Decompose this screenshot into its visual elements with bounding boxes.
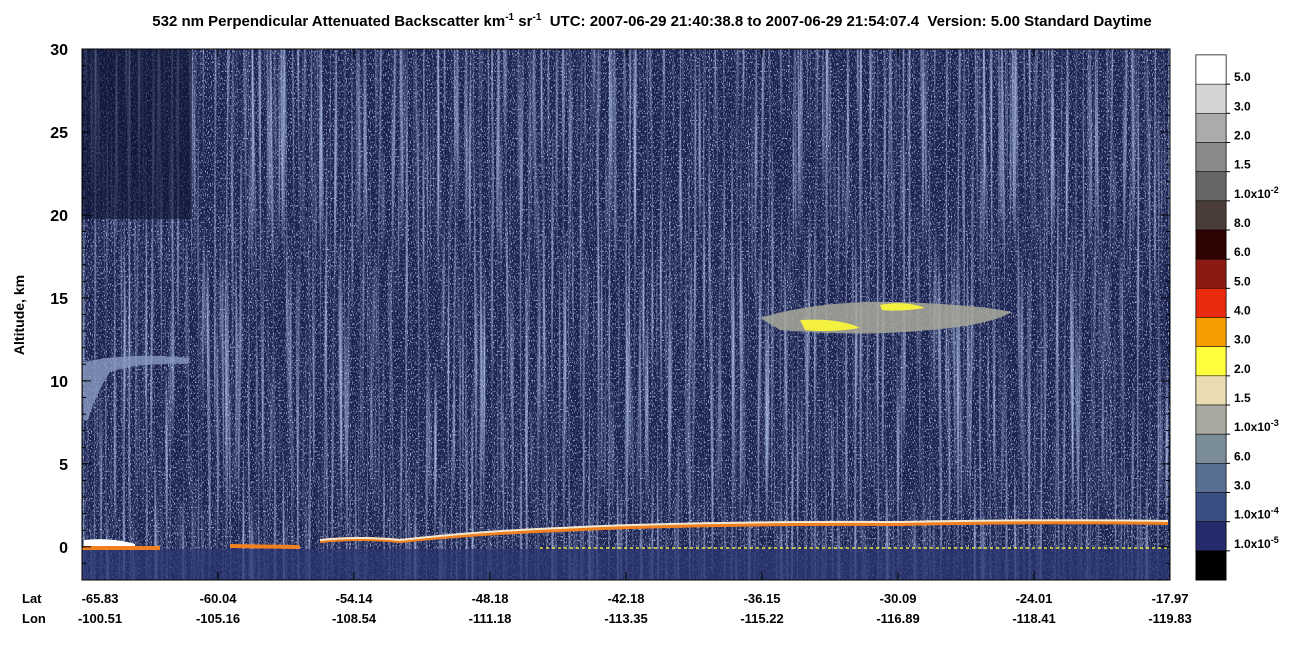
colorbar-swatch	[1195, 521, 1227, 552]
colorbar-label: 3.0	[1234, 99, 1251, 113]
y-tick-label: 25	[50, 125, 68, 142]
colorbar-label: 1.0x10-3	[1234, 418, 1279, 434]
dark-region	[82, 49, 192, 219]
chart-title: 532 nm Perpendicular Attenuated Backscat…	[152, 12, 1151, 30]
x-tick-label: -30.09	[880, 591, 917, 606]
colorbar-label: 1.5	[1234, 158, 1251, 172]
colorbar-swatch	[1195, 463, 1227, 493]
colorbar-label: 6.0	[1234, 449, 1251, 463]
x-tick-label: -115.22	[740, 611, 783, 626]
colorbar-swatch	[1195, 550, 1227, 581]
x-tick-label: -105.16	[196, 611, 240, 626]
colorbar-label: 6.0	[1234, 245, 1251, 259]
colorbar-label-mantissa: 2.0	[1234, 129, 1251, 143]
colorbar-label: 5.0	[1234, 70, 1251, 84]
curtain-image	[82, 49, 1170, 580]
colorbar-swatch	[1195, 54, 1227, 85]
cloud-core	[800, 319, 860, 332]
x-tick-label: -113.35	[604, 611, 647, 626]
colorbar-label-exponent: -3	[1271, 418, 1279, 428]
colorbar-label: 3.0	[1234, 479, 1251, 493]
y-tick-label: 15	[50, 291, 68, 308]
colorbar-swatch	[1195, 142, 1227, 172]
x-tick-label: -119.83	[1148, 611, 1191, 626]
x-tick-label: -17.97	[1152, 591, 1189, 606]
x-tick-label: -48.18	[472, 591, 509, 606]
colorbar-label: 2.0	[1234, 362, 1251, 376]
cloud	[84, 355, 190, 420]
title-superscript: -1	[532, 12, 541, 23]
colorbar-label-mantissa: 5.0	[1234, 70, 1251, 84]
colorbar-label-mantissa: 2.0	[1234, 362, 1251, 376]
colorbar-swatch	[1195, 171, 1227, 202]
colorbar-label-mantissa: 1.0x10	[1234, 187, 1271, 201]
y-tick-label: 5	[59, 457, 68, 474]
surface-layer	[319, 519, 1169, 542]
x-tick-label: -108.54	[332, 611, 377, 626]
colorbar-label: 2.0	[1234, 129, 1251, 143]
colorbar-label-mantissa: 1.0x10	[1234, 508, 1271, 522]
colorbar-label-exponent: -4	[1271, 506, 1279, 516]
title-text: sr	[514, 13, 533, 30]
colorbar-label-mantissa: 3.0	[1234, 333, 1251, 347]
x-tick-label: -24.01	[1016, 591, 1053, 606]
y-tick-label: 0	[59, 540, 68, 557]
colorbar-swatch	[1195, 346, 1227, 377]
colorbar-swatch	[1195, 317, 1227, 347]
colorbar-label-mantissa: 4.0	[1234, 304, 1251, 318]
cloud-core	[880, 303, 925, 311]
colorbar-label-mantissa: 6.0	[1234, 449, 1251, 463]
colorbar-swatch	[1195, 375, 1227, 406]
y-tick-label: 10	[50, 374, 68, 391]
colorbar-label-mantissa: 3.0	[1234, 99, 1251, 113]
colorbar-label-exponent: -5	[1271, 535, 1279, 545]
x-tick-label: -60.04	[200, 591, 238, 606]
colorbar-swatch	[1195, 113, 1227, 143]
colorbar-label-mantissa: 1.0x10	[1234, 537, 1271, 551]
x-tick-label: -100.51	[78, 611, 122, 626]
colorbar-label-mantissa: 3.0	[1234, 479, 1251, 493]
x-tick-label: -65.83	[82, 591, 119, 606]
colorbar-label-mantissa: 6.0	[1234, 245, 1251, 259]
x-row-label: Lon	[22, 611, 46, 626]
title-text: 532 nm Perpendicular Attenuated Backscat…	[152, 13, 505, 30]
title-superscript: -1	[505, 12, 514, 23]
colorbar-swatch	[1195, 288, 1227, 318]
colorbar-label-mantissa: 1.0x10	[1234, 420, 1271, 434]
colorbar-label: 1.0x10-4	[1234, 506, 1279, 522]
y-axis-label: Altitude, km	[11, 275, 27, 355]
colorbar-label: 1.0x10-2	[1234, 185, 1279, 201]
colorbar-label: 5.0	[1234, 274, 1251, 288]
colorbar-label-mantissa: 5.0	[1234, 274, 1251, 288]
colorbar-label: 4.0	[1234, 304, 1251, 318]
colorbar-label-mantissa: 8.0	[1234, 216, 1251, 230]
x-tick-label: -54.14	[336, 591, 374, 606]
colorbar-swatch	[1195, 492, 1227, 522]
colorbar-label: 1.0x10-5	[1234, 535, 1279, 551]
y-tick-label: 30	[50, 42, 68, 59]
colorbar-label: 1.5	[1234, 391, 1251, 405]
colorbar-swatch	[1195, 404, 1227, 435]
surface-layer	[84, 539, 135, 548]
colorbar-label-exponent: -2	[1271, 185, 1279, 195]
y-tick-label: 20	[50, 208, 68, 225]
colorbar-swatch	[1195, 229, 1227, 260]
colorbar-label: 8.0	[1234, 216, 1251, 230]
colorbar-swatch	[1195, 258, 1227, 289]
x-tick-label: -116.89	[876, 611, 919, 626]
x-tick-label: -118.41	[1012, 611, 1055, 626]
colorbar-label-mantissa: 1.5	[1234, 391, 1251, 405]
colorbar-label: 3.0	[1234, 333, 1251, 347]
title-text: UTC: 2007-06-29 21:40:38.8 to 2007-06-29…	[541, 13, 1151, 30]
x-tick-label: -111.18	[469, 611, 512, 626]
x-tick-label: -36.15	[744, 591, 781, 606]
x-tick-label: -42.18	[608, 591, 645, 606]
colorbar-swatch	[1195, 83, 1227, 114]
colorbar-label-mantissa: 1.5	[1234, 158, 1251, 172]
colorbar-swatch	[1195, 433, 1227, 464]
x-row-label: Lat	[22, 591, 42, 606]
colorbar-swatch	[1195, 200, 1227, 231]
